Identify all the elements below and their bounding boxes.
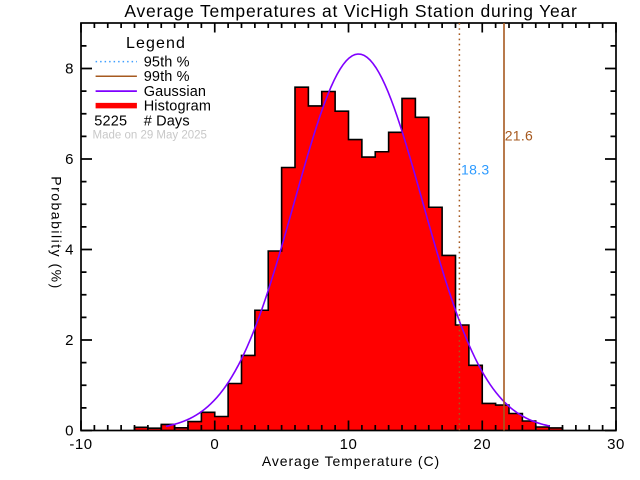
svg-text:8: 8: [65, 61, 74, 78]
svg-text:Probability (%): Probability (%): [49, 176, 65, 290]
svg-text:0: 0: [210, 436, 219, 453]
svg-text:95th %: 95th %: [144, 55, 190, 71]
svg-text:5225: 5225: [94, 113, 127, 129]
svg-text:99th %: 99th %: [144, 69, 190, 85]
svg-text:-10: -10: [69, 436, 92, 453]
svg-text:# Days: # Days: [144, 113, 190, 129]
svg-text:20: 20: [473, 436, 491, 453]
svg-text:0: 0: [65, 423, 74, 440]
svg-text:Legend: Legend: [126, 35, 186, 52]
svg-text:Average Temperature (C): Average Temperature (C): [262, 453, 440, 469]
svg-text:Average Temperatures at VicHig: Average Temperatures at VicHigh Station …: [124, 1, 577, 21]
svg-text:Gaussian: Gaussian: [144, 84, 206, 100]
svg-text:2: 2: [65, 332, 74, 349]
svg-text:30: 30: [607, 436, 625, 453]
svg-text:21.6: 21.6: [505, 128, 533, 144]
svg-text:10: 10: [340, 436, 358, 453]
svg-text:4: 4: [65, 242, 74, 259]
svg-text:Histogram: Histogram: [144, 99, 211, 115]
svg-text:6: 6: [65, 151, 74, 168]
svg-text:Made on 29 May 2025: Made on 29 May 2025: [93, 130, 207, 142]
svg-text:18.3: 18.3: [461, 162, 489, 178]
